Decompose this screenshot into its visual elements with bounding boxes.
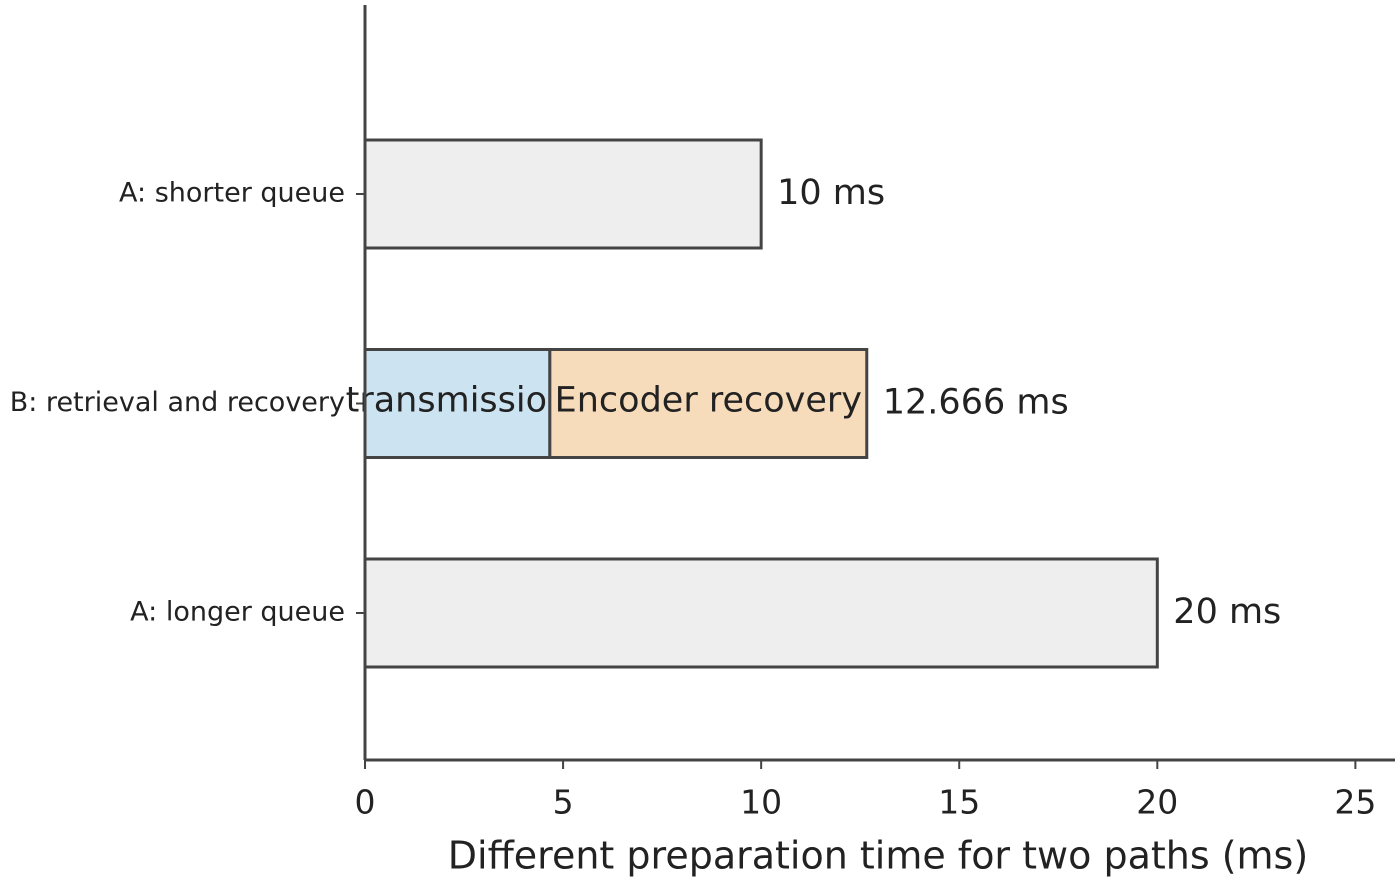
y-tick-label: A: longer queue bbox=[130, 597, 345, 628]
bar bbox=[363, 138, 763, 250]
segment-label: Encoder recovery bbox=[555, 381, 862, 421]
x-tick-label: 25 bbox=[1334, 783, 1376, 822]
value-label: 20 ms bbox=[1173, 592, 1281, 632]
y-tick-label: B: retrieval and recovery bbox=[10, 387, 345, 418]
segment-label: transmission bbox=[346, 381, 570, 421]
x-axis-label: Different preparation time for two paths… bbox=[448, 834, 1308, 878]
bar bbox=[363, 557, 1159, 669]
x-tick-label: 0 bbox=[355, 783, 376, 822]
x-tick-label: 10 bbox=[740, 783, 782, 822]
x-tick-label: 15 bbox=[938, 783, 980, 822]
total-label: 12.666 ms bbox=[883, 383, 1069, 423]
bar bbox=[548, 348, 869, 459]
x-tick-label: 5 bbox=[553, 783, 574, 822]
value-label: 10 ms bbox=[777, 173, 885, 213]
y-tick-label: A: shorter queue bbox=[119, 178, 345, 209]
x-tick-label: 20 bbox=[1136, 783, 1178, 822]
